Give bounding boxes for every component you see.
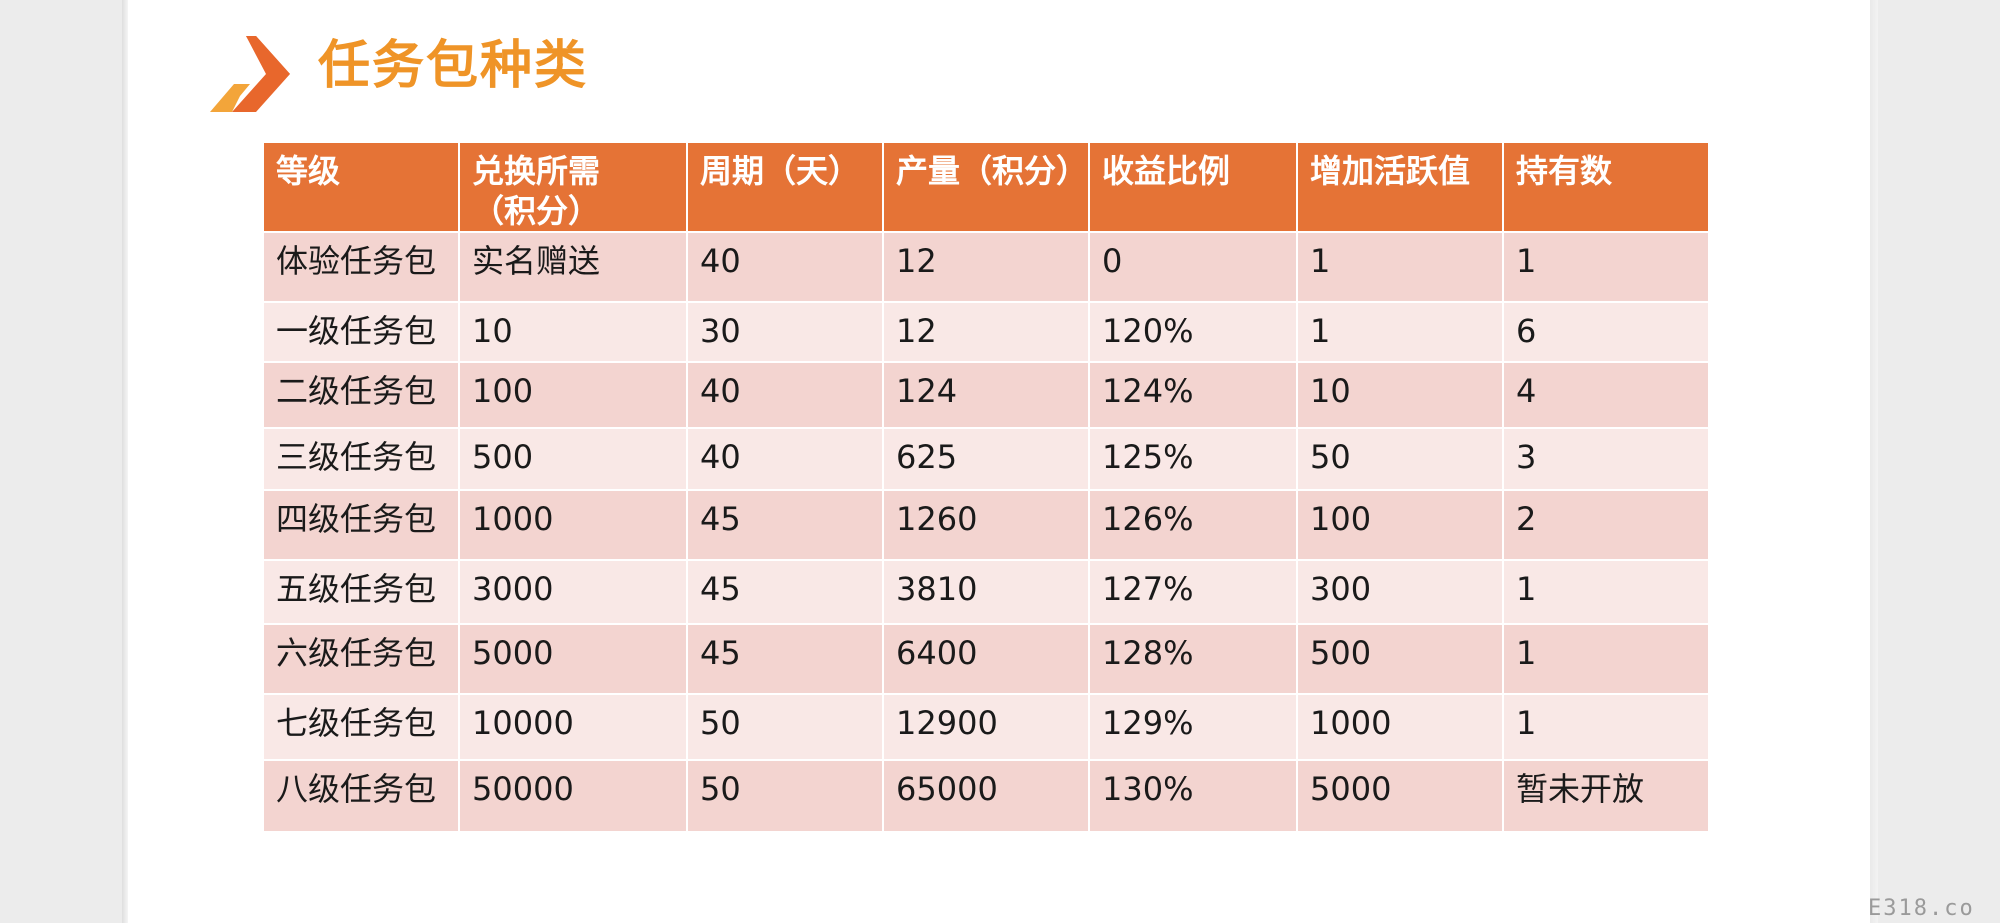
table-cell: 六级任务包	[262, 623, 460, 695]
column-header-text: 等级	[276, 152, 341, 190]
table-cell: 1	[1502, 623, 1710, 695]
table-cell: 1	[1502, 559, 1710, 625]
table-cell: 1	[1502, 693, 1710, 761]
table-cell: 125%	[1088, 427, 1298, 491]
table-cell: 124	[882, 361, 1090, 429]
table-cell: 625	[882, 427, 1090, 491]
column-header-text: 兑换所需	[472, 152, 601, 190]
table-cell: 10	[458, 301, 688, 363]
slide-shadow-left	[122, 0, 128, 923]
table-cell: 40	[686, 361, 884, 429]
table-body: 体验任务包 实名赠送 40 12 0 1 1 一级任务包 10 30 12 120% 1 6 二级任务包 10…	[262, 231, 1710, 833]
chevron-arrow-icon	[210, 36, 290, 112]
table-row: 六级任务包 5000 45 6400 128% 500 1	[262, 623, 1710, 695]
table-cell: 12900	[882, 693, 1090, 761]
table-cell: 500	[458, 427, 688, 491]
table-cell: 120%	[1088, 301, 1298, 363]
table-cell: 65000	[882, 759, 1090, 833]
table-cell: 126%	[1088, 489, 1298, 561]
table-row: 三级任务包 500 40 625 125% 50 3	[262, 427, 1710, 491]
table-cell: 50	[1296, 427, 1504, 491]
table-cell: 1	[1296, 301, 1504, 363]
table-cell: 0	[1088, 231, 1298, 303]
table-cell: 3	[1502, 427, 1710, 491]
table-row: 四级任务包 1000 45 1260 126% 100 2	[262, 489, 1710, 561]
table-row: 体验任务包 实名赠送 40 12 0 1 1	[262, 231, 1710, 303]
table-cell: 四级任务包	[262, 489, 460, 561]
table-cell: 暂未开放	[1502, 759, 1710, 833]
table-cell: 128%	[1088, 623, 1298, 695]
column-header: 等级	[262, 141, 460, 233]
table-row: 八级任务包 50000 50 65000 130% 5000 暂未开放	[262, 759, 1710, 833]
table-row: 一级任务包 10 30 12 120% 1 6	[262, 301, 1710, 363]
table-cell: 12	[882, 301, 1090, 363]
table-row: 二级任务包 100 40 124 124% 10 4	[262, 361, 1710, 429]
table-header-row: 等级 兑换所需 （积分） 周期（天） 产量（积分） 收益比例 增加活跃值 持有数	[262, 141, 1710, 233]
table-row: 七级任务包 10000 50 12900 129% 1000 1	[262, 693, 1710, 761]
table-cell: 124%	[1088, 361, 1298, 429]
table-cell: 10000	[458, 693, 688, 761]
table-cell: 100	[458, 361, 688, 429]
table-cell: 1000	[1296, 693, 1504, 761]
table-cell: 八级任务包	[262, 759, 460, 833]
table-cell: 1	[1296, 231, 1504, 303]
table-cell: 1000	[458, 489, 688, 561]
table-cell: 30	[686, 301, 884, 363]
table-cell: 45	[686, 489, 884, 561]
table-cell: 2	[1502, 489, 1710, 561]
table-cell: 6400	[882, 623, 1090, 695]
column-header-text: 产量（积分）	[896, 152, 1089, 190]
table-row: 五级任务包 3000 45 3810 127% 300 1	[262, 559, 1710, 625]
table-cell: 五级任务包	[262, 559, 460, 625]
watermark: E318.co	[1868, 896, 1975, 921]
table-cell: 6	[1502, 301, 1710, 363]
table-cell: 45	[686, 559, 884, 625]
table-cell: 12	[882, 231, 1090, 303]
table-cell: 1260	[882, 489, 1090, 561]
table-cell: 一级任务包	[262, 301, 460, 363]
column-header-text: 周期（天）	[700, 152, 861, 190]
column-header-text: 持有数	[1516, 152, 1613, 190]
table-cell: 100	[1296, 489, 1504, 561]
column-header: 收益比例	[1088, 141, 1298, 233]
table-cell: 129%	[1088, 693, 1298, 761]
table-cell: 4	[1502, 361, 1710, 429]
table-cell: 50	[686, 693, 884, 761]
table-cell: 300	[1296, 559, 1504, 625]
column-header: 持有数	[1502, 141, 1710, 233]
column-header-text: （积分）	[472, 192, 601, 230]
table-cell: 5000	[1296, 759, 1504, 833]
column-header: 产量（积分）	[882, 141, 1090, 233]
table-cell: 七级任务包	[262, 693, 460, 761]
column-header-text: 收益比例	[1102, 152, 1231, 190]
table-cell: 50000	[458, 759, 688, 833]
slide-shadow-right	[1870, 0, 1878, 923]
table-cell: 3000	[458, 559, 688, 625]
table-cell: 3810	[882, 559, 1090, 625]
table-cell: 实名赠送	[458, 231, 688, 303]
table-cell: 130%	[1088, 759, 1298, 833]
table-cell: 体验任务包	[262, 231, 460, 303]
table-cell: 40	[686, 231, 884, 303]
table-cell: 40	[686, 427, 884, 491]
table-cell: 二级任务包	[262, 361, 460, 429]
column-header-text: 增加活跃值	[1310, 152, 1471, 190]
table-cell: 500	[1296, 623, 1504, 695]
page-title: 任务包种类	[318, 36, 589, 96]
table-cell: 50	[686, 759, 884, 833]
column-header: 周期（天）	[686, 141, 884, 233]
table-cell: 127%	[1088, 559, 1298, 625]
table-cell: 10	[1296, 361, 1504, 429]
table-cell: 5000	[458, 623, 688, 695]
package-table: 等级 兑换所需 （积分） 周期（天） 产量（积分） 收益比例 增加活跃值 持有数 体验任务包实…	[262, 141, 1710, 833]
table-cell: 45	[686, 623, 884, 695]
column-header: 兑换所需 （积分）	[458, 141, 688, 233]
table-cell: 1	[1502, 231, 1710, 303]
table-cell: 三级任务包	[262, 427, 460, 491]
column-header: 增加活跃值	[1296, 141, 1504, 233]
